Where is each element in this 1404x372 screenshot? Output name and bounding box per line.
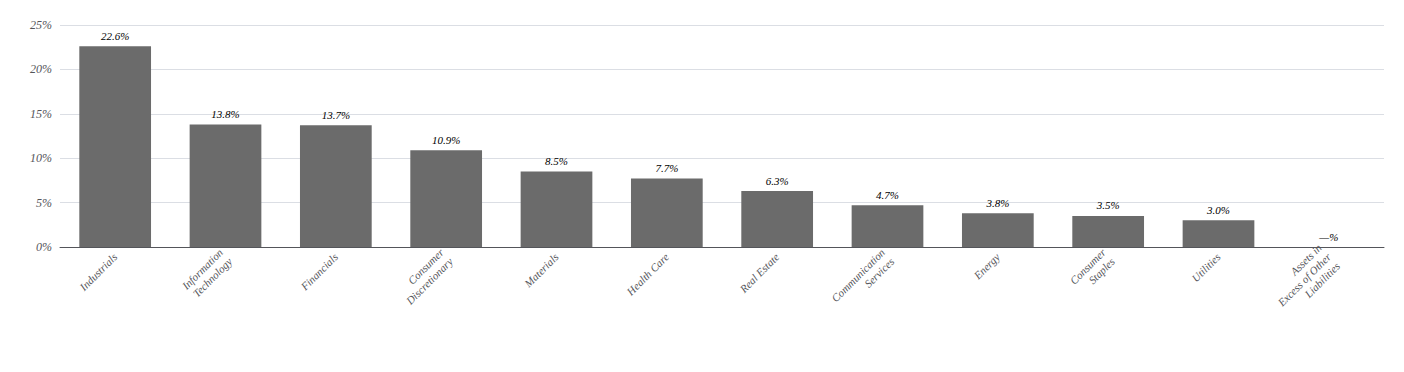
svg-text:10%: 10%: [30, 151, 52, 165]
svg-text:Real Estate: Real Estate: [737, 251, 782, 296]
svg-text:Information: Information: [179, 246, 226, 292]
svg-text:3.8%: 3.8%: [985, 197, 1009, 209]
svg-text:Consumer: Consumer: [405, 246, 446, 287]
svg-text:Consumer: Consumer: [1067, 246, 1108, 287]
svg-text:5%: 5%: [36, 196, 52, 210]
svg-text:Communication: Communication: [829, 246, 888, 305]
svg-text:—%: —%: [1318, 231, 1338, 243]
svg-text:7.7%: 7.7%: [655, 162, 678, 174]
svg-text:Energy: Energy: [971, 251, 1002, 282]
svg-text:4.7%: 4.7%: [876, 189, 899, 201]
svg-text:3.5%: 3.5%: [1096, 199, 1120, 211]
svg-text:Technology: Technology: [190, 255, 234, 299]
svg-text:25%: 25%: [30, 18, 52, 32]
svg-text:Financials: Financials: [298, 251, 340, 293]
svg-text:Services: Services: [862, 255, 896, 289]
svg-text:3.0%: 3.0%: [1206, 204, 1230, 216]
svg-text:Industrials: Industrials: [77, 251, 120, 294]
svg-text:10.9%: 10.9%: [432, 134, 460, 146]
svg-text:13.8%: 13.8%: [211, 108, 239, 120]
svg-text:22.6%: 22.6%: [101, 30, 129, 42]
svg-text:8.5%: 8.5%: [545, 155, 568, 167]
svg-text:Excess of Other: Excess of Other: [1275, 250, 1334, 309]
svg-text:Assets in: Assets in: [1288, 241, 1324, 278]
svg-text:20%: 20%: [30, 62, 52, 76]
svg-text:Utilities: Utilities: [1189, 251, 1223, 285]
svg-text:Staples: Staples: [1086, 255, 1117, 286]
svg-text:Discretionary: Discretionary: [403, 255, 455, 307]
svg-text:Materials: Materials: [521, 251, 560, 290]
svg-text:Health Care: Health Care: [624, 251, 672, 299]
svg-text:Liabilities: Liabilities: [1302, 260, 1343, 301]
svg-text:13.7%: 13.7%: [322, 109, 350, 121]
svg-text:6.3%: 6.3%: [766, 175, 789, 187]
svg-text:15%: 15%: [30, 107, 52, 121]
svg-text:0%: 0%: [36, 240, 52, 254]
